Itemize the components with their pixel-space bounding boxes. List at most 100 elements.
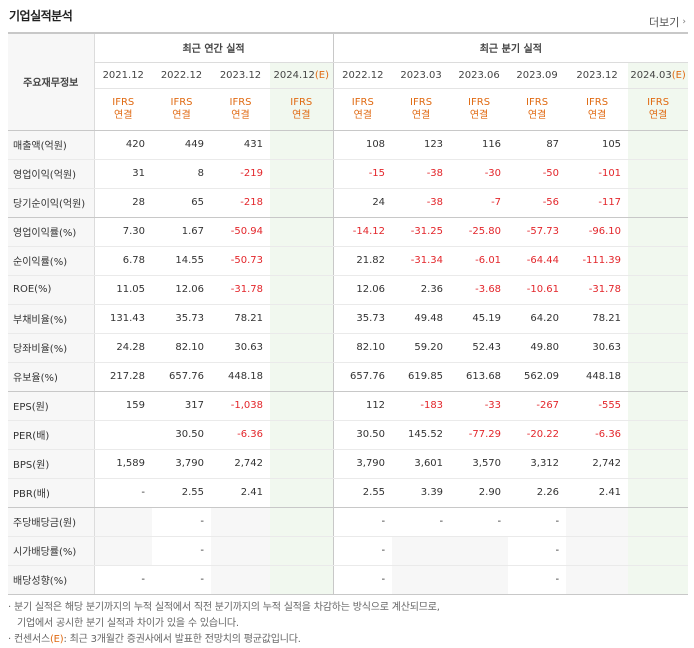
table-cell (270, 333, 334, 363)
table-row: 시가배당률(%) - - - (8, 536, 689, 566)
table-cell: 24.28 (94, 333, 152, 363)
table-cell: 431 (211, 130, 270, 160)
footnote-2: · 컨센서스(E): 최근 3개월간 증권사에서 발표한 전망치의 평균값입니다… (8, 632, 440, 648)
table-cell: -64.44 (508, 246, 567, 276)
quarter-period-header: 2023.12 (566, 62, 629, 89)
table-cell (270, 478, 334, 508)
row-label: 시가배당률(%) (8, 536, 95, 566)
table-cell (270, 130, 334, 160)
table-row: 유보율(%) 217.28 657.76 448.18 657.76 619.85 613.… (8, 362, 689, 392)
table-cell: 52.43 (450, 333, 509, 363)
table-cell: 3,790 (152, 449, 211, 479)
table-cell (392, 565, 451, 595)
table-cell: -3.68 (450, 275, 509, 305)
table-cell (94, 536, 152, 566)
table-cell: -7 (450, 188, 509, 218)
table-cell: -25.80 (450, 217, 509, 247)
footnote-2-text: : 최근 3개월간 증권사에서 발표한 전망치의 평균값입니다. (63, 634, 301, 645)
table-cell (94, 507, 152, 537)
table-cell: - (152, 507, 211, 537)
quarter-period-header: 2022.12 (333, 62, 393, 89)
table-cell: - (508, 565, 567, 595)
table-cell: -6.36 (566, 420, 629, 450)
table-cell (270, 188, 334, 218)
ifrs-consolidated-label: IFRS 연결 (94, 88, 152, 131)
table-cell: -50 (508, 159, 567, 189)
table-cell (628, 478, 689, 508)
row-label: 유보율(%) (8, 362, 95, 392)
table-cell: - (392, 507, 451, 537)
table-cell: 2.55 (152, 478, 211, 508)
table-cell (211, 507, 270, 537)
table-cell (628, 420, 689, 450)
table-cell: 108 (333, 130, 393, 160)
table-cell (628, 275, 689, 305)
annual-period-header: 2023.12 (211, 62, 270, 89)
footnotes: · 분기 실적은 해당 분기까지의 누적 실적에서 직전 분기까지의 누적 실적… (8, 600, 440, 648)
row-label: 영업이익률(%) (8, 217, 95, 247)
table-cell: 82.10 (152, 333, 211, 363)
quarter-period-header: 2023.03 (392, 62, 451, 89)
table-cell: 116 (450, 130, 509, 160)
row-label: BPS(원) (8, 449, 95, 479)
table-cell: 131.43 (94, 304, 152, 334)
footnote-1: · 분기 실적은 해당 분기까지의 누적 실적에서 직전 분기까지의 누적 실적… (8, 602, 440, 613)
table-cell (94, 420, 152, 450)
table-cell (270, 246, 334, 276)
table-cell (566, 507, 629, 537)
table-cell: - (333, 565, 393, 595)
table-row: 부채비율(%) 131.43 35.73 78.21 35.73 49.48 45.19 64… (8, 304, 689, 334)
table-cell (450, 565, 509, 595)
table-cell: 35.73 (333, 304, 393, 334)
row-label: PBR(배) (8, 478, 95, 508)
table-row: 영업이익률(%) 7.30 1.67 -50.94 -14.12 -31.25 -25.80… (8, 217, 689, 247)
table-cell: -77.29 (450, 420, 509, 450)
table-cell: 613.68 (450, 362, 509, 392)
ifrs-consolidated-label: IFRS 연결 (508, 88, 567, 131)
table-cell: 78.21 (211, 304, 270, 334)
table-cell: -50.94 (211, 217, 270, 247)
table-row: 배당성향(%) - - - - (8, 565, 689, 595)
table-cell (270, 362, 334, 392)
ifrs-consolidated-label: IFRS 연결 (211, 88, 270, 131)
table-cell: -117 (566, 188, 629, 218)
table-cell: - (508, 536, 567, 566)
table-cell: 1,589 (94, 449, 152, 479)
table-cell: -38 (392, 188, 451, 218)
table-cell (566, 565, 629, 595)
table-cell: 31 (94, 159, 152, 189)
ifrs-consolidated-label: IFRS 연결 (628, 88, 689, 131)
table-cell: 45.19 (450, 304, 509, 334)
table-cell (450, 536, 509, 566)
ifrs-consolidated-label: IFRS 연결 (392, 88, 451, 131)
row-label: 순이익률(%) (8, 246, 95, 276)
table-cell: 3,790 (333, 449, 393, 479)
table-cell: 3,601 (392, 449, 451, 479)
table-cell: -38 (392, 159, 451, 189)
table-cell: 112 (333, 391, 393, 421)
table-cell (211, 536, 270, 566)
table-cell: 49.80 (508, 333, 567, 363)
table-cell: 123 (392, 130, 451, 160)
table-cell: 30.63 (566, 333, 629, 363)
row-label: EPS(원) (8, 391, 95, 421)
table-cell: 30.50 (152, 420, 211, 450)
table-row: 영업이익(억원) 31 8 -219 -15 -38 -30 -50 -101 (8, 159, 689, 189)
more-link[interactable]: 더보기 › (649, 14, 686, 30)
table-cell: 78.21 (566, 304, 629, 334)
table-cell (628, 130, 689, 160)
table-cell: - (94, 565, 152, 595)
annual-period-header: 2024.12(E) (270, 62, 334, 89)
table-cell: 2.36 (392, 275, 451, 305)
table-cell: -57.73 (508, 217, 567, 247)
row-label: 당좌비율(%) (8, 333, 95, 363)
row-label: PER(배) (8, 420, 95, 450)
estimate-mark: (E) (49, 634, 64, 645)
row-label: 매출액(억원) (8, 130, 95, 160)
table-cell: -6.36 (211, 420, 270, 450)
row-label: 부채비율(%) (8, 304, 95, 334)
table-cell: 2.41 (566, 478, 629, 508)
estimate-suffix: (E) (671, 69, 686, 81)
table-cell: -183 (392, 391, 451, 421)
estimate-suffix: (E) (314, 69, 330, 81)
